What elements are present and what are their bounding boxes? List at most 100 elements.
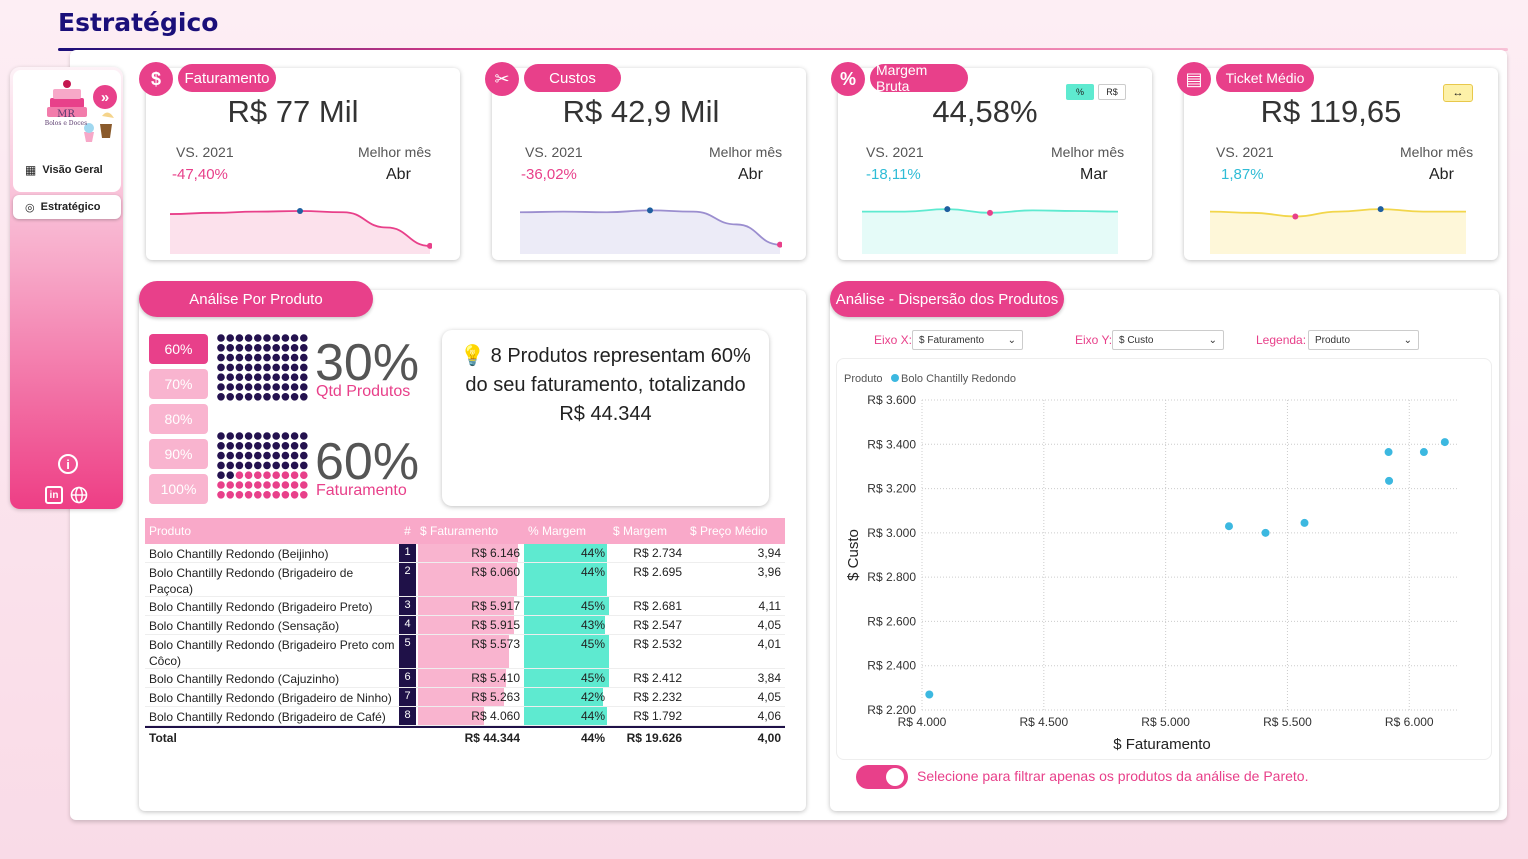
waffle-dot bbox=[244, 471, 253, 479]
th-rank[interactable]: # bbox=[404, 524, 411, 538]
pareto-percent-buttons: 60% 70% 80% 90% 100% bbox=[149, 334, 208, 504]
table-row[interactable]: Bolo Chantilly Redondo (Brigadeiro Preto… bbox=[145, 635, 785, 669]
table-row[interactable]: Bolo Chantilly Redondo (Brigadeiro de Ca… bbox=[145, 707, 785, 726]
cell-margem: R$ 2.547 bbox=[633, 618, 682, 632]
page-title: Estratégico bbox=[58, 8, 219, 37]
scatter-point[interactable] bbox=[1300, 518, 1309, 527]
expand-sidebar-icon[interactable]: » bbox=[93, 85, 117, 109]
waffle-dot bbox=[272, 393, 280, 401]
waffle-dot bbox=[300, 393, 308, 401]
th-margem-pct[interactable]: % Margem bbox=[528, 524, 587, 538]
eixo-x-dropdown[interactable]: $ Faturamento ⌄ bbox=[912, 330, 1023, 350]
scatter-point[interactable] bbox=[1440, 438, 1449, 447]
pct-button-70[interactable]: 70% bbox=[149, 369, 208, 399]
nav-visao-geral[interactable]: ▦ Visão Geral bbox=[13, 158, 121, 182]
waffle-dot bbox=[254, 461, 262, 470]
nav-estrategico[interactable]: ◎ Estratégico bbox=[13, 195, 121, 219]
eixo-y-dropdown[interactable]: $ Custo ⌄ bbox=[1112, 330, 1224, 350]
waffle-dot bbox=[235, 432, 244, 440]
th-produto[interactable]: Produto bbox=[149, 524, 192, 538]
cell-produto: Bolo Chantilly Redondo (Sensação) bbox=[149, 619, 340, 633]
kpi-value-margem-bruta: 44,58% bbox=[932, 94, 1038, 129]
waffle-dot bbox=[217, 383, 225, 391]
pct-button-80[interactable]: 80% bbox=[149, 404, 208, 434]
waffle-dot bbox=[226, 373, 234, 381]
waffle-dot bbox=[226, 383, 234, 391]
th-faturamento[interactable]: $ Faturamento bbox=[420, 524, 499, 538]
table-row[interactable]: Bolo Chantilly Redondo (Brigadeiro de Ni… bbox=[145, 688, 785, 707]
waffle-dot bbox=[272, 491, 280, 499]
table-row[interactable]: Bolo Chantilly Redondo (Sensação) 4 R$ 5… bbox=[145, 616, 785, 635]
scatter-point[interactable] bbox=[1419, 448, 1428, 457]
scatter-point[interactable] bbox=[925, 690, 934, 699]
toggle-knob[interactable] bbox=[886, 768, 904, 786]
waffle-dot bbox=[263, 461, 271, 470]
info-icon[interactable]: i bbox=[58, 454, 78, 474]
cell-margem-pct-value: 44% bbox=[580, 565, 605, 579]
waffle-dot bbox=[290, 363, 299, 372]
tab-dispersao[interactable]: Análise - Dispersão dos Produtos bbox=[830, 281, 1064, 317]
scatter-point[interactable] bbox=[1261, 528, 1270, 537]
cell-faturamento: R$ 5.410 bbox=[416, 669, 524, 687]
waffle-qtd-produtos bbox=[217, 334, 308, 401]
swap-icon[interactable]: ↔ bbox=[1443, 84, 1473, 102]
kpi-best-month-margem-bruta: Mar bbox=[1080, 166, 1108, 183]
waffle-dot bbox=[226, 491, 234, 499]
cell-faturamento-value: R$ 4.060 bbox=[471, 709, 520, 723]
sparkline-area bbox=[170, 210, 430, 254]
waffle-dot bbox=[263, 353, 271, 362]
waffle-dot bbox=[226, 471, 234, 479]
scatter-point[interactable] bbox=[1384, 448, 1393, 457]
toggle-percent-button[interactable]: % bbox=[1066, 84, 1094, 100]
waffle-dot bbox=[290, 461, 299, 470]
th-preco-medio[interactable]: $ Preço Médio bbox=[690, 524, 768, 538]
waffle-dot bbox=[217, 393, 225, 401]
waffle-dot bbox=[217, 344, 225, 352]
linkedin-icon[interactable]: in bbox=[45, 486, 63, 504]
cell-faturamento-value: R$ 5.410 bbox=[471, 671, 520, 685]
pct-button-60[interactable]: 60% bbox=[149, 334, 208, 364]
waffle-dot bbox=[254, 344, 262, 352]
table-row[interactable]: Bolo Chantilly Redondo (Beijinho) 1 R$ 6… bbox=[145, 544, 785, 563]
globe-icon[interactable] bbox=[70, 486, 88, 504]
kpi-best-label: Melhor mês bbox=[358, 144, 432, 160]
waffle-dot bbox=[235, 481, 244, 489]
pct-button-90[interactable]: 90% bbox=[149, 439, 208, 469]
x-tick-label: R$ 4.500 bbox=[1019, 715, 1068, 729]
kpi-best-month-ticket-medio: Abr bbox=[1429, 166, 1454, 183]
table-row[interactable]: Bolo Chantilly Redondo (Brigadeiro de Pa… bbox=[145, 563, 785, 597]
cell-rank: 4 bbox=[399, 616, 416, 634]
th-margem[interactable]: $ Margem bbox=[613, 524, 668, 538]
pct-button-100[interactable]: 100% bbox=[149, 474, 208, 504]
pareto-filter-label: Selecione para filtrar apenas os produto… bbox=[917, 768, 1309, 784]
legenda-dropdown[interactable]: Produto ⌄ bbox=[1308, 330, 1419, 350]
kpi-best-label: Melhor mês bbox=[1400, 144, 1474, 160]
kpi-title-ticket-medio: Ticket Médio bbox=[1216, 64, 1314, 92]
toggle-reais-button[interactable]: R$ bbox=[1098, 84, 1126, 100]
waffle-dot bbox=[244, 491, 253, 499]
waffle-dot bbox=[263, 481, 271, 489]
scatter-point[interactable] bbox=[1385, 476, 1394, 485]
sparkline-faturamento bbox=[169, 207, 432, 254]
cell-faturamento-value: R$ 5.917 bbox=[471, 599, 520, 613]
tab-analise-produto[interactable]: Análise Por Produto bbox=[139, 281, 373, 317]
insight-line-1: 8 Produtos representam 60% bbox=[490, 345, 751, 367]
cell-margem: R$ 2.412 bbox=[633, 671, 682, 685]
total-faturamento: R$ 44.344 bbox=[464, 731, 520, 745]
waffle-dot bbox=[281, 353, 290, 362]
cell-preco-medio: 4,11 bbox=[758, 599, 781, 613]
kpi-title-faturamento: Faturamento bbox=[178, 64, 276, 92]
total-margem: R$ 19.626 bbox=[626, 731, 682, 745]
cell-produto: Bolo Chantilly Redondo (Cajuzinho) bbox=[149, 672, 340, 686]
table-row[interactable]: Bolo Chantilly Redondo (Cajuzinho) 6 R$ … bbox=[145, 669, 785, 688]
scatter-point[interactable] bbox=[1224, 522, 1233, 531]
table-row[interactable]: Bolo Chantilly Redondo (Brigadeiro Preto… bbox=[145, 597, 785, 616]
table-body: Bolo Chantilly Redondo (Beijinho) 1 R$ 6… bbox=[145, 544, 785, 726]
kpi-vs-label: VS. 2021 bbox=[176, 144, 234, 160]
scatter-chart[interactable]: R$ 2.200 R$ 2.400 R$ 2.600 R$ 2.800 R$ 3.000… bbox=[836, 358, 1492, 760]
waffle-dot bbox=[244, 393, 253, 401]
kpi-best-label: Melhor mês bbox=[1051, 144, 1125, 160]
money-icon: ▤ bbox=[1177, 62, 1211, 96]
dollar-icon: $ bbox=[139, 62, 173, 96]
waffle-dot bbox=[217, 353, 225, 362]
